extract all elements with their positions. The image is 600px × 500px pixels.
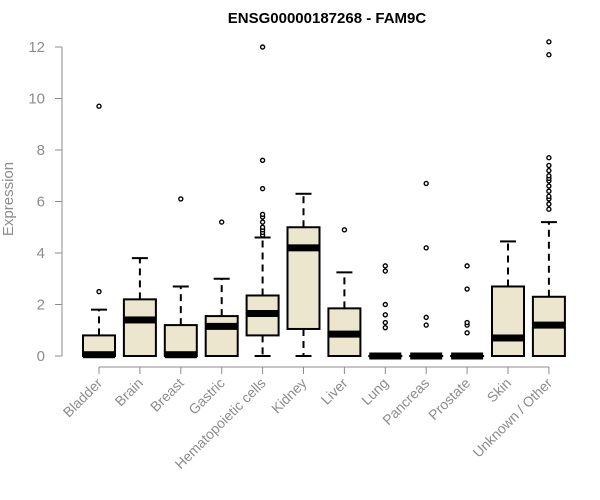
x-tick-label: Brain xyxy=(112,375,146,409)
outlier-point xyxy=(259,157,266,164)
outlier-point xyxy=(382,324,388,331)
x-tick-label: Liver xyxy=(318,375,351,408)
outlier-point xyxy=(218,219,225,225)
outlier-point xyxy=(546,52,552,58)
outlier-point xyxy=(259,224,266,230)
outlier-point xyxy=(341,227,348,233)
median-bar xyxy=(164,351,197,359)
median-bar xyxy=(410,352,443,360)
outlier-point xyxy=(423,180,429,187)
median-bar xyxy=(451,352,484,360)
outlier-point xyxy=(546,193,552,200)
box-bladder xyxy=(82,103,116,359)
outlier-point xyxy=(96,288,102,295)
box-lung xyxy=(368,263,403,360)
median-bar xyxy=(83,351,115,359)
x-tick-label: Kidney xyxy=(268,375,310,417)
median-bar xyxy=(287,244,320,252)
y-axis: 0 2 4 6 8 10 12 xyxy=(28,39,63,365)
median-bar xyxy=(492,334,524,342)
outlier-point xyxy=(382,301,388,308)
outlier-point xyxy=(382,268,388,274)
box-prostate xyxy=(450,263,485,360)
outlier-point xyxy=(546,167,552,174)
x-tick-label: Skin xyxy=(484,375,515,406)
outlier-point xyxy=(96,103,102,109)
box-iqr xyxy=(491,285,525,358)
outlier-point xyxy=(259,211,266,218)
y-tick-label: 2 xyxy=(37,297,45,314)
median-bar xyxy=(205,322,238,330)
outlier-point xyxy=(259,219,266,225)
y-tick-label: 4 xyxy=(37,245,45,262)
x-tick-label: Prostate xyxy=(425,375,473,423)
outlier-point xyxy=(423,322,429,328)
outlier-point xyxy=(546,188,552,194)
outlier-point xyxy=(382,263,388,269)
outlier-point xyxy=(464,286,470,292)
outlier-point xyxy=(546,183,552,189)
outlier-point xyxy=(546,155,552,161)
median-bar xyxy=(369,352,402,360)
outlier-point xyxy=(546,206,552,212)
outlier-point xyxy=(259,185,266,192)
x-tick-label: Lung xyxy=(358,375,391,408)
outlier-point xyxy=(423,245,429,251)
box-iqr xyxy=(122,298,157,358)
x-tick-label: Bladder xyxy=(60,375,106,421)
outlier-point xyxy=(259,44,266,50)
box-skin xyxy=(491,240,525,358)
outlier-point xyxy=(464,330,470,336)
y-axis-label: Expression xyxy=(0,162,17,236)
box-iqr xyxy=(204,315,239,357)
outlier-point xyxy=(546,162,552,169)
outlier-point xyxy=(464,319,470,326)
outlier-point xyxy=(464,263,470,269)
box-liver xyxy=(327,227,362,357)
outlier-point xyxy=(546,39,552,45)
outlier-point xyxy=(546,173,552,179)
box-kidney xyxy=(286,192,321,357)
outlier-point xyxy=(423,314,429,321)
box-unknown-other xyxy=(531,39,566,357)
x-tick-label: Breast xyxy=(147,375,187,415)
median-bar xyxy=(246,310,279,318)
boxes-group xyxy=(82,39,566,360)
chart-title: ENSG00000187268 - FAM9C xyxy=(228,10,427,27)
outlier-point xyxy=(382,319,388,326)
median-bar xyxy=(532,321,565,329)
outlier-point xyxy=(382,312,388,318)
outlier-point xyxy=(546,201,552,207)
box-iqr xyxy=(286,226,321,330)
y-tick-label: 6 xyxy=(37,194,45,211)
box-gastric xyxy=(204,219,239,357)
box-brain xyxy=(122,257,157,358)
y-tick-label: 10 xyxy=(28,91,45,108)
y-tick-label: 12 xyxy=(28,39,45,56)
y-tick-label: 8 xyxy=(37,142,45,159)
box-pancreas xyxy=(409,180,444,360)
box-hematopoietic-cells xyxy=(245,44,280,357)
box-breast xyxy=(163,196,198,359)
y-tick-label: 0 xyxy=(37,348,45,365)
median-bar xyxy=(328,330,361,338)
outlier-point xyxy=(178,196,184,202)
median-bar xyxy=(123,316,156,324)
